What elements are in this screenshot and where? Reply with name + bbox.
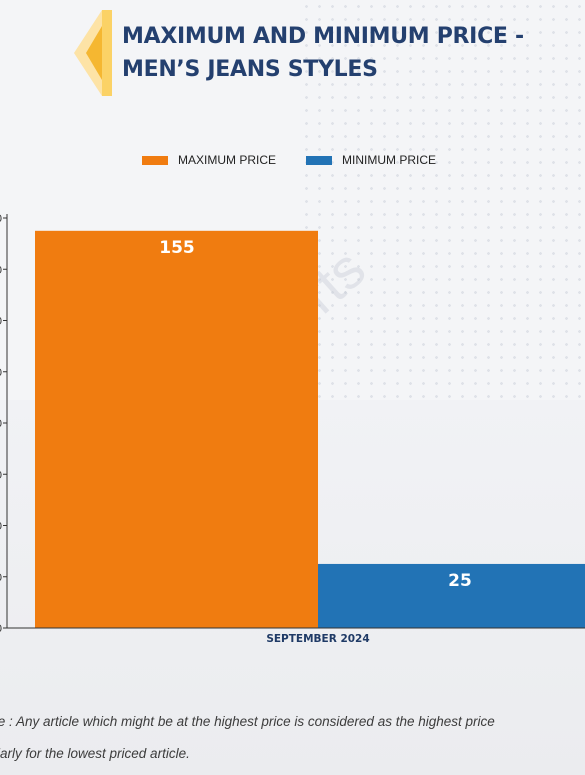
dot-pattern-background [300, 0, 585, 420]
y-tick-label: 0 [0, 623, 2, 635]
legend-item-min: MINIMUM PRICE [306, 153, 436, 167]
legend-item-max: MAXIMUM PRICE [142, 153, 276, 167]
chevron-icon [74, 10, 112, 96]
legend-label-max: MAXIMUM PRICE [178, 153, 277, 167]
y-tick-label: 40 [0, 521, 2, 533]
chart-title-line2: MEN’S JEANS STYLES [122, 57, 378, 82]
y-tick-label: 160 [0, 213, 2, 225]
footnote-line1: te : Any article which might be at the h… [0, 714, 495, 729]
bar-max [35, 230, 318, 628]
footnote: te : Any article which might be at the h… [0, 706, 585, 770]
data-label-min: 25 [448, 571, 472, 591]
y-tick-label: 20 [0, 572, 2, 584]
chevron-bar [102, 10, 112, 96]
footnote-line2: ilarly for the lowest priced article. [0, 746, 190, 761]
y-tick-label: 140 [0, 264, 2, 276]
bar-min [318, 563, 585, 628]
legend: MAXIMUM PRICE MINIMUM PRICE [0, 153, 585, 169]
bar-chart: 0 20 40 60 80 100 120 140 160 155 25 SEPTEMBER 2024 [0, 213, 585, 645]
data-label-max: 155 [159, 238, 195, 258]
x-category-label: SEPTEMBER 2024 [266, 633, 369, 645]
y-tick-label: 100 [0, 367, 2, 379]
legend-swatch-max [142, 155, 168, 165]
chart-title: MAXIMUM AND MINIMUM PRICE - MEN’S JEANS … [122, 20, 572, 86]
y-tick-label: 120 [0, 316, 2, 328]
legend-swatch-min [306, 155, 332, 165]
chart-title-line1: MAXIMUM AND MINIMUM PRICE - [122, 24, 524, 49]
y-tick-label: 80 [0, 418, 2, 430]
y-tick-label: 60 [0, 469, 2, 481]
legend-label-min: MINIMUM PRICE [342, 153, 436, 167]
